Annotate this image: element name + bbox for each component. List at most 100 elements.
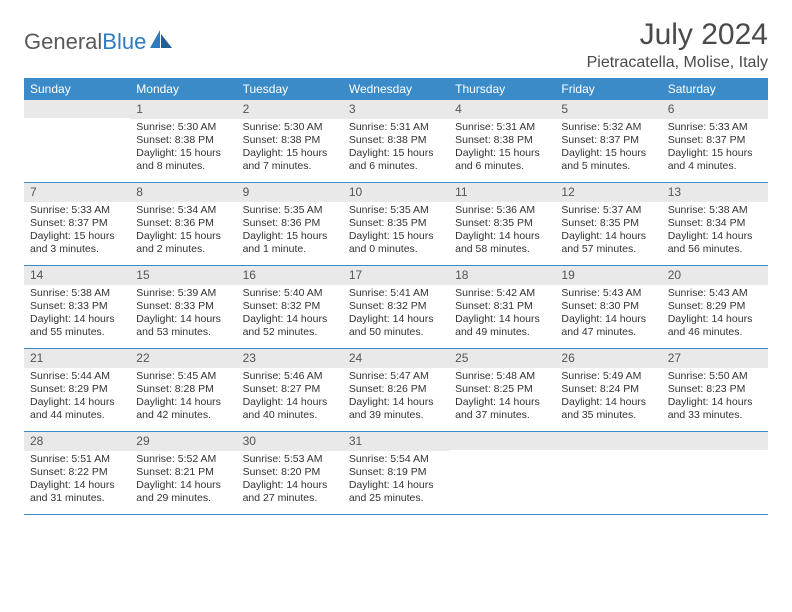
calendar-cell (449, 432, 555, 514)
sunset-text: Sunset: 8:34 PM (668, 217, 762, 230)
day-number: 23 (237, 349, 343, 368)
calendar-cell: 26Sunrise: 5:49 AMSunset: 8:24 PMDayligh… (555, 349, 661, 431)
sunrise-text: Sunrise: 5:53 AM (243, 453, 337, 466)
sunset-text: Sunset: 8:38 PM (136, 134, 230, 147)
sunrise-text: Sunrise: 5:49 AM (561, 370, 655, 383)
weekday-label: Saturday (662, 78, 768, 100)
sunset-text: Sunset: 8:31 PM (455, 300, 549, 313)
sunrise-text: Sunrise: 5:38 AM (30, 287, 124, 300)
calendar-cell: 10Sunrise: 5:35 AMSunset: 8:35 PMDayligh… (343, 183, 449, 265)
daylight-text: Daylight: 15 hours and 4 minutes. (668, 147, 762, 173)
daylight-text: Daylight: 14 hours and 25 minutes. (349, 479, 443, 505)
daylight-text: Daylight: 14 hours and 42 minutes. (136, 396, 230, 422)
daylight-text: Daylight: 14 hours and 53 minutes. (136, 313, 230, 339)
day-number: 17 (343, 266, 449, 285)
cell-body: Sunrise: 5:49 AMSunset: 8:24 PMDaylight:… (555, 368, 661, 427)
calendar-week: 1Sunrise: 5:30 AMSunset: 8:38 PMDaylight… (24, 100, 768, 183)
calendar-page: GeneralBlue July 2024 Pietracatella, Mol… (0, 0, 792, 515)
sunset-text: Sunset: 8:24 PM (561, 383, 655, 396)
sunset-text: Sunset: 8:38 PM (349, 134, 443, 147)
brand-part1: General (24, 29, 102, 54)
cell-body: Sunrise: 5:32 AMSunset: 8:37 PMDaylight:… (555, 119, 661, 178)
sunset-text: Sunset: 8:37 PM (561, 134, 655, 147)
day-number: 3 (343, 100, 449, 119)
title-block: July 2024 Pietracatella, Molise, Italy (587, 18, 768, 72)
sunset-text: Sunset: 8:23 PM (668, 383, 762, 396)
day-number: 6 (662, 100, 768, 119)
calendar-cell: 13Sunrise: 5:38 AMSunset: 8:34 PMDayligh… (662, 183, 768, 265)
cell-body: Sunrise: 5:51 AMSunset: 8:22 PMDaylight:… (24, 451, 130, 510)
sunset-text: Sunset: 8:22 PM (30, 466, 124, 479)
daylight-text: Daylight: 14 hours and 49 minutes. (455, 313, 549, 339)
sunset-text: Sunset: 8:25 PM (455, 383, 549, 396)
cell-body: Sunrise: 5:47 AMSunset: 8:26 PMDaylight:… (343, 368, 449, 427)
cell-body: Sunrise: 5:33 AMSunset: 8:37 PMDaylight:… (662, 119, 768, 178)
day-number (662, 432, 768, 450)
brand-logo: GeneralBlue (24, 28, 174, 55)
calendar-cell: 16Sunrise: 5:40 AMSunset: 8:32 PMDayligh… (237, 266, 343, 348)
sunrise-text: Sunrise: 5:47 AM (349, 370, 443, 383)
calendar-week: 14Sunrise: 5:38 AMSunset: 8:33 PMDayligh… (24, 266, 768, 349)
sunset-text: Sunset: 8:28 PM (136, 383, 230, 396)
sunset-text: Sunset: 8:26 PM (349, 383, 443, 396)
sunrise-text: Sunrise: 5:33 AM (30, 204, 124, 217)
month-title: July 2024 (587, 18, 768, 52)
sunrise-text: Sunrise: 5:50 AM (668, 370, 762, 383)
day-number: 11 (449, 183, 555, 202)
day-number: 21 (24, 349, 130, 368)
weekday-label: Tuesday (237, 78, 343, 100)
daylight-text: Daylight: 14 hours and 31 minutes. (30, 479, 124, 505)
sunset-text: Sunset: 8:33 PM (30, 300, 124, 313)
sunrise-text: Sunrise: 5:52 AM (136, 453, 230, 466)
sunrise-text: Sunrise: 5:30 AM (136, 121, 230, 134)
daylight-text: Daylight: 14 hours and 40 minutes. (243, 396, 337, 422)
sunrise-text: Sunrise: 5:43 AM (668, 287, 762, 300)
cell-body: Sunrise: 5:53 AMSunset: 8:20 PMDaylight:… (237, 451, 343, 510)
cell-body: Sunrise: 5:42 AMSunset: 8:31 PMDaylight:… (449, 285, 555, 344)
daylight-text: Daylight: 14 hours and 57 minutes. (561, 230, 655, 256)
day-number: 16 (237, 266, 343, 285)
cell-body: Sunrise: 5:43 AMSunset: 8:30 PMDaylight:… (555, 285, 661, 344)
day-number: 30 (237, 432, 343, 451)
sail-icon (148, 28, 174, 55)
day-number: 31 (343, 432, 449, 451)
sunset-text: Sunset: 8:35 PM (561, 217, 655, 230)
sunset-text: Sunset: 8:37 PM (30, 217, 124, 230)
cell-body: Sunrise: 5:54 AMSunset: 8:19 PMDaylight:… (343, 451, 449, 510)
calendar-cell: 18Sunrise: 5:42 AMSunset: 8:31 PMDayligh… (449, 266, 555, 348)
calendar-cell: 31Sunrise: 5:54 AMSunset: 8:19 PMDayligh… (343, 432, 449, 514)
header-row: GeneralBlue July 2024 Pietracatella, Mol… (24, 18, 768, 72)
calendar-cell: 20Sunrise: 5:43 AMSunset: 8:29 PMDayligh… (662, 266, 768, 348)
calendar-cell (24, 100, 130, 182)
daylight-text: Daylight: 15 hours and 2 minutes. (136, 230, 230, 256)
day-number: 9 (237, 183, 343, 202)
day-number (555, 432, 661, 450)
sunrise-text: Sunrise: 5:51 AM (30, 453, 124, 466)
weekday-label: Wednesday (343, 78, 449, 100)
calendar-week: 21Sunrise: 5:44 AMSunset: 8:29 PMDayligh… (24, 349, 768, 432)
cell-body: Sunrise: 5:50 AMSunset: 8:23 PMDaylight:… (662, 368, 768, 427)
cell-body: Sunrise: 5:48 AMSunset: 8:25 PMDaylight:… (449, 368, 555, 427)
day-number: 18 (449, 266, 555, 285)
sunrise-text: Sunrise: 5:42 AM (455, 287, 549, 300)
day-number (449, 432, 555, 450)
sunrise-text: Sunrise: 5:48 AM (455, 370, 549, 383)
sunrise-text: Sunrise: 5:40 AM (243, 287, 337, 300)
day-number: 25 (449, 349, 555, 368)
daylight-text: Daylight: 14 hours and 50 minutes. (349, 313, 443, 339)
sunrise-text: Sunrise: 5:32 AM (561, 121, 655, 134)
sunrise-text: Sunrise: 5:35 AM (349, 204, 443, 217)
day-number: 27 (662, 349, 768, 368)
calendar-cell: 1Sunrise: 5:30 AMSunset: 8:38 PMDaylight… (130, 100, 236, 182)
daylight-text: Daylight: 14 hours and 56 minutes. (668, 230, 762, 256)
daylight-text: Daylight: 15 hours and 8 minutes. (136, 147, 230, 173)
calendar-cell: 21Sunrise: 5:44 AMSunset: 8:29 PMDayligh… (24, 349, 130, 431)
sunset-text: Sunset: 8:35 PM (455, 217, 549, 230)
cell-body: Sunrise: 5:52 AMSunset: 8:21 PMDaylight:… (130, 451, 236, 510)
sunrise-text: Sunrise: 5:34 AM (136, 204, 230, 217)
sunrise-text: Sunrise: 5:38 AM (668, 204, 762, 217)
sunrise-text: Sunrise: 5:33 AM (668, 121, 762, 134)
brand-text: GeneralBlue (24, 29, 146, 55)
calendar-cell: 28Sunrise: 5:51 AMSunset: 8:22 PMDayligh… (24, 432, 130, 514)
calendar-week: 28Sunrise: 5:51 AMSunset: 8:22 PMDayligh… (24, 432, 768, 515)
